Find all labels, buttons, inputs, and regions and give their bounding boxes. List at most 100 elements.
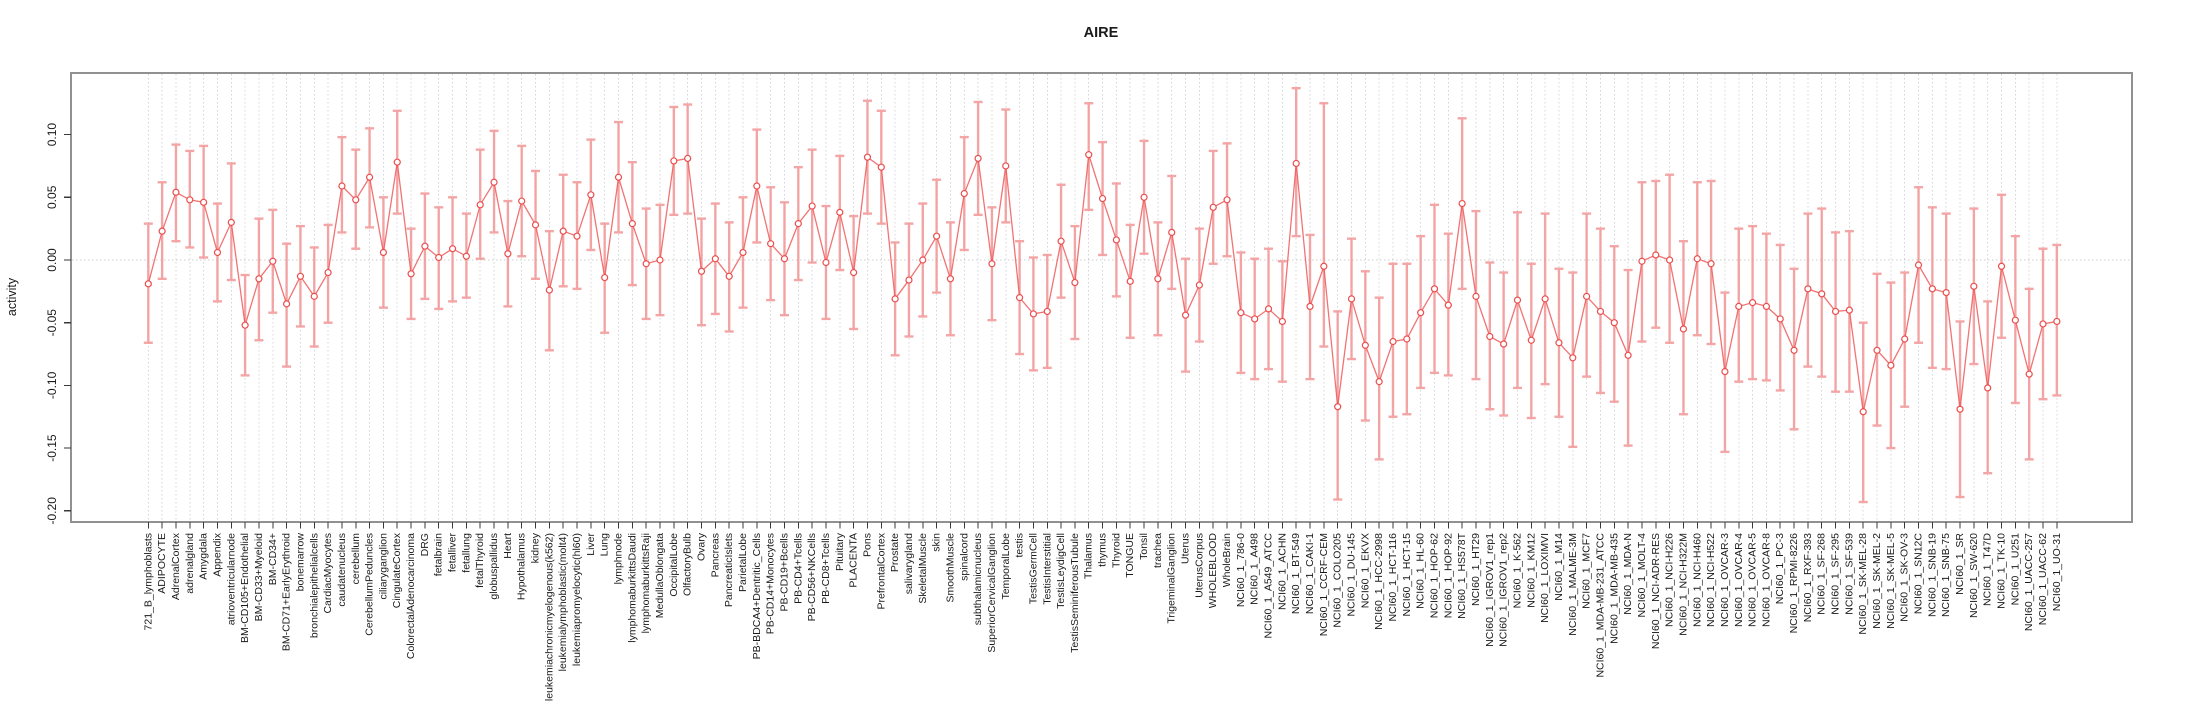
data-point bbox=[587, 191, 595, 199]
data-point bbox=[711, 255, 719, 263]
x-category-label: Ovary bbox=[696, 532, 708, 561]
data-point bbox=[559, 227, 567, 235]
x-category-label: PB-CD19+Bcells bbox=[778, 533, 790, 612]
data-point bbox=[310, 292, 318, 300]
y-tick-label: 0.00 bbox=[45, 248, 59, 272]
x-category-label: NCI60_1_MALME-3M bbox=[1567, 533, 1579, 636]
data-point bbox=[2039, 320, 2047, 328]
x-category-label: Prostate bbox=[889, 533, 901, 572]
x-axis-labels: 721_B_lymphoblasts ADIPOCYTE AdrenalCortex… bbox=[142, 532, 2063, 701]
data-point bbox=[1873, 346, 1881, 354]
data-point bbox=[1859, 408, 1867, 416]
x-category-label: NCI60_1_CCRF-CEM bbox=[1318, 533, 1330, 636]
data-point bbox=[1306, 302, 1314, 310]
data-point bbox=[518, 197, 526, 205]
x-category-label: NCI60_1_MDA-MB-231_ATCC bbox=[1594, 533, 1606, 678]
data-point bbox=[946, 275, 955, 283]
y-tick-label: -0.10 bbox=[45, 371, 59, 399]
data-point bbox=[490, 178, 498, 186]
data-point bbox=[1251, 315, 1259, 323]
x-category-label: NCI60_1_NCI-H522 bbox=[1705, 533, 1717, 627]
data-point bbox=[324, 268, 332, 277]
x-category-label: NCI60_1_HCT-116 bbox=[1387, 533, 1399, 622]
x-category-label: NCI60_1_SR bbox=[1954, 533, 1966, 595]
data-point bbox=[905, 276, 913, 284]
data-point bbox=[1638, 257, 1646, 265]
data-point bbox=[1762, 302, 1771, 310]
y-tick-label: -0.15 bbox=[45, 434, 59, 462]
data-point bbox=[393, 158, 401, 166]
data-point bbox=[172, 188, 180, 196]
data-point bbox=[794, 220, 802, 228]
data-point bbox=[1140, 193, 1148, 201]
data-point bbox=[1444, 301, 1452, 309]
data-point bbox=[670, 157, 678, 165]
data-point bbox=[1209, 203, 1217, 211]
x-category-label: CerebellumPeduncles bbox=[364, 533, 376, 636]
x-category-label: OlfactoryBulb bbox=[682, 533, 694, 596]
x-category-label: PB-CD14+Monocytes bbox=[765, 533, 777, 634]
x-category-label: AdrenalCortex bbox=[170, 532, 182, 600]
data-point bbox=[1776, 315, 1784, 323]
data-point bbox=[988, 260, 996, 268]
data-point bbox=[642, 260, 650, 268]
x-category-label: OccipitalLobe bbox=[668, 533, 680, 597]
x-category-label: fetalliver bbox=[447, 533, 459, 573]
data-point bbox=[1970, 282, 1978, 290]
x-category-label: NCI60_1_SNB-19 bbox=[1926, 533, 1938, 617]
data-point bbox=[448, 245, 457, 253]
x-category-label: Appendix bbox=[211, 532, 223, 577]
x-category-label: CardiacMyocytes bbox=[322, 533, 334, 614]
x-category-label: leukemialymphoblastic(molt4) bbox=[557, 533, 569, 671]
data-point bbox=[379, 248, 388, 257]
x-category-label: NCI60_1_OVCAR-5 bbox=[1747, 533, 1759, 627]
data-point bbox=[1624, 351, 1632, 359]
x-category-label: fetalbrain bbox=[433, 533, 445, 576]
y-axis-labels: 0.10 0.05 0.00 -0.05 -0.10 -0.15 -0.20 bbox=[45, 123, 59, 525]
x-category-label: caudatenucleus bbox=[336, 533, 348, 607]
x-category-label: SmoothMuscle bbox=[944, 533, 956, 603]
x-category-label: Uterus bbox=[1180, 533, 1192, 564]
data-point bbox=[283, 300, 291, 308]
x-category-label: Pancreas bbox=[709, 533, 721, 577]
x-category-label: salivarygland bbox=[903, 533, 915, 594]
x-category-label: NCI60_1_UACC-62 bbox=[2037, 533, 2049, 625]
data-point bbox=[601, 273, 609, 282]
data-point bbox=[476, 201, 484, 209]
x-category-label: NCI60_1_T47D bbox=[1982, 533, 1994, 606]
data-point bbox=[1790, 346, 1798, 354]
x-category-label: NCI60_1_U251 bbox=[2009, 533, 2021, 606]
x-category-label: leukemiapromyelocytic(hl60) bbox=[571, 533, 583, 666]
data-point bbox=[1707, 260, 1715, 268]
x-category-label: PrefrontalCortex bbox=[875, 532, 887, 609]
data-point bbox=[1126, 277, 1134, 285]
data-point bbox=[1320, 262, 1328, 270]
x-category-label: NCI60_1_IGROV1_rep2 bbox=[1498, 533, 1510, 647]
data-point bbox=[1901, 335, 1909, 343]
data-point bbox=[933, 232, 941, 240]
data-point bbox=[780, 255, 789, 263]
x-category-label: NCI60_1_RXF-393 bbox=[1802, 533, 1814, 622]
x-category-label: NCI60_1_CAKI-1 bbox=[1304, 533, 1316, 614]
data-point bbox=[1486, 332, 1494, 341]
data-point bbox=[573, 232, 581, 240]
x-category-label: UterusCorpus bbox=[1193, 533, 1205, 598]
plot-border bbox=[70, 72, 2133, 523]
x-category-label: TestisInterstitial bbox=[1041, 533, 1053, 605]
data-point bbox=[919, 256, 927, 264]
data-point bbox=[421, 242, 429, 250]
data-point bbox=[1928, 285, 1936, 293]
data-point bbox=[1583, 292, 1591, 300]
data-point bbox=[628, 220, 636, 228]
data-point bbox=[2025, 370, 2033, 378]
x-category-label: NCI60_1_HOP-62 bbox=[1428, 533, 1440, 618]
x-category-label: ParietalLobe bbox=[737, 533, 749, 592]
y-tick-label: 0.05 bbox=[45, 185, 59, 209]
y-tick-label: -0.05 bbox=[45, 309, 59, 337]
x-category-label: TestisSeminiferousTubule bbox=[1069, 533, 1081, 653]
x-category-label: leukemiachronicmyelogenous(k562) bbox=[543, 533, 555, 701]
data-point bbox=[531, 221, 540, 229]
data-point bbox=[1043, 307, 1051, 316]
x-category-label: SuperiorCervicalGanglion bbox=[986, 533, 998, 653]
